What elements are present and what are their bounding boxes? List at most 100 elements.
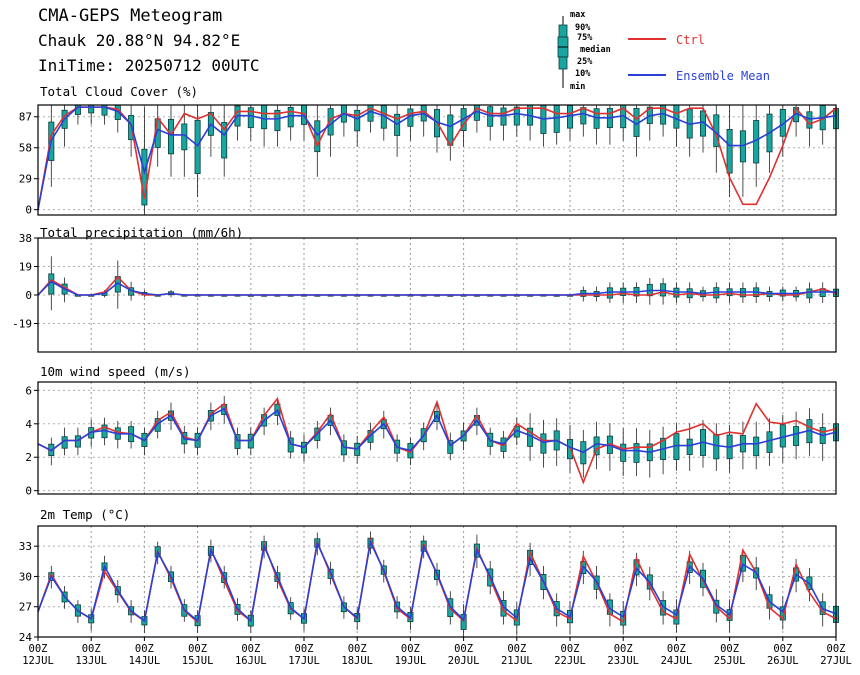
panel-title: Total precipitation (mm/6h) (40, 225, 243, 240)
x-tick-label-time: 00Z (135, 643, 154, 655)
legend-box-label: min (570, 81, 585, 92)
legend-box-lower (558, 56, 568, 70)
box-iqr (686, 438, 693, 455)
box-iqr (74, 435, 81, 448)
x-tick-label-time: 00Z (667, 643, 686, 655)
y-tick-label: 2 (25, 451, 32, 464)
legend-ctrl-label: Ctrl (676, 33, 705, 47)
box-iqr (167, 118, 174, 155)
box-iqr (221, 122, 228, 159)
panel-frame (37, 237, 837, 353)
legend-box-label: median (580, 44, 611, 55)
box-iqr (141, 148, 148, 206)
x-tick-label-date: 15JUL (182, 655, 214, 667)
box-iqr (713, 433, 720, 460)
y-tick-label: 33 (19, 540, 32, 553)
series-mean-line (37, 539, 837, 623)
x-tick-label-time: 00Z (29, 643, 48, 655)
series-mean-line (37, 106, 837, 210)
legend-mean-label: Ensemble Mean (676, 69, 770, 83)
box-iqr (500, 107, 507, 126)
legend-box-label: max (570, 10, 585, 20)
x-tick-label-time: 00Z (720, 643, 739, 655)
x-tick-label-time: 00Z (454, 643, 473, 655)
box-iqr (726, 128, 733, 174)
y-tick-label: 6 (25, 384, 32, 397)
legend-box-label: 90% (575, 23, 591, 33)
box-iqr (274, 109, 281, 132)
panel-title: 10m wind speed (m/s) (40, 364, 191, 379)
panel-title: 2m Temp (°C) (40, 507, 130, 522)
legend-box-label: 25% (577, 57, 593, 67)
y-tick-label: 38 (19, 232, 32, 245)
y-tick-label: -19 (12, 318, 32, 331)
x-tick-label-date: 26JUL (767, 655, 799, 667)
box-iqr (194, 119, 201, 175)
box-iqr (247, 107, 254, 129)
x-tick-label-date: 18JUL (341, 655, 373, 667)
box-iqr (779, 606, 786, 621)
y-tick-label: 0 (25, 289, 32, 302)
panel-title: Total Cloud Cover (%) (40, 84, 198, 99)
box-iqr (580, 107, 587, 125)
x-tick-label-date: 20JUL (448, 655, 480, 667)
y-tick-label: 30 (19, 570, 32, 583)
legend-box-label: 75% (577, 33, 593, 43)
box-iqr (553, 104, 560, 133)
panel-0: Total Cloud Cover (%) 0 29 58 87 (19, 84, 840, 217)
box-iqr (487, 106, 494, 127)
box-iqr (540, 433, 547, 454)
panel-frame (37, 104, 837, 216)
box-iqr (567, 105, 574, 129)
x-tick-label-time: 00Z (561, 643, 580, 655)
x-tick-label-time: 00Z (241, 643, 260, 655)
x-tick-label-time: 00Z (188, 643, 207, 655)
location-label: Chauk 20.88°N 94.82°E (38, 31, 241, 50)
x-tick-label-time: 00Z (401, 643, 420, 655)
x-tick-label-date: 12JUL (22, 655, 54, 667)
box-iqr (753, 436, 760, 457)
x-tick-label-date: 21JUL (501, 655, 533, 667)
series-mean-line (37, 280, 837, 296)
x-tick-label-date: 19JUL (395, 655, 427, 667)
y-tick-label: 58 (19, 142, 32, 155)
box-iqr (287, 106, 294, 128)
x-tick-label-date: 25JUL (714, 655, 746, 667)
x-tick-label-time: 00Z (295, 643, 314, 655)
x-tick-label-date: 13JUL (75, 655, 107, 667)
box-iqr (234, 434, 241, 449)
x-tick-label-time: 00Z (507, 643, 526, 655)
x-axis: 00Z12JUL00Z13JUL00Z14JUL00Z15JUL00Z16JUL… (22, 637, 852, 667)
box-iqr (88, 104, 95, 114)
x-tick-label-date: 16JUL (235, 655, 267, 667)
panel-frame (37, 525, 837, 638)
panel-frame (37, 381, 837, 495)
x-tick-label-time: 00Z (827, 643, 846, 655)
box-iqr (513, 106, 520, 126)
series-mean-line (37, 407, 837, 454)
y-tick-label: 4 (25, 418, 32, 431)
box-iqr (314, 120, 321, 153)
x-tick-label-time: 00Z (348, 643, 367, 655)
box-iqr (806, 111, 813, 129)
panel-2: 10m wind speed (m/s) 0 2 4 6 (25, 364, 840, 498)
y-tick-label: 87 (19, 111, 32, 124)
x-tick-label-date: 24JUL (661, 655, 693, 667)
box-iqr (766, 431, 773, 453)
series-ctrl-line (37, 397, 837, 485)
panel-3: 2m Temp (°C) 24 27 30 33 (19, 507, 840, 644)
box-iqr (261, 104, 268, 130)
y-tick-label: 24 (19, 631, 33, 644)
x-tick-label-time: 00Z (614, 643, 633, 655)
box-iqr (806, 288, 813, 299)
y-tick-label: 27 (19, 601, 32, 614)
x-tick-label-time: 00Z (773, 643, 792, 655)
y-tick-label: 0 (25, 485, 32, 498)
x-tick-label-time: 00Z (82, 643, 101, 655)
x-tick-label-date: 22JUL (554, 655, 586, 667)
x-tick-label-date: 17JUL (288, 655, 320, 667)
box-iqr (793, 426, 800, 446)
y-tick-label: 29 (19, 173, 32, 186)
